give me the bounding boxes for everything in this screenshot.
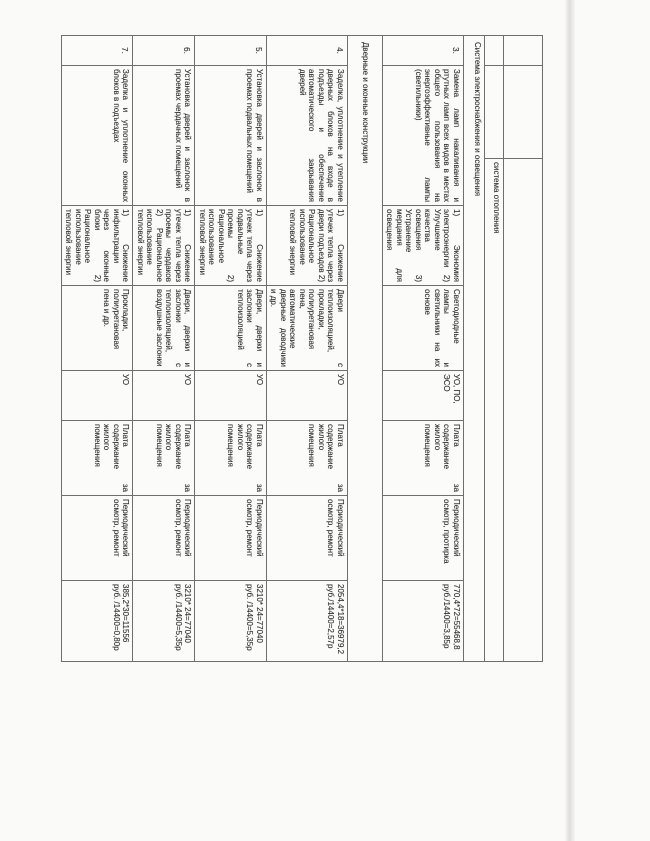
row-number: 3. bbox=[383, 36, 463, 66]
table-row-3: 3. Замена ламп накаливания и ртутных лам… bbox=[382, 36, 463, 661]
cell-funding: Плата за содержание жилого помещения bbox=[133, 421, 195, 496]
cell-cost: 2054,4*18=36979,2 руб./14400=2,57р bbox=[326, 584, 346, 655]
cell-executor: УО bbox=[267, 371, 347, 421]
section-label-heating: система отопления bbox=[492, 162, 501, 234]
section-label-electric: Система электроснабжения и освещения bbox=[473, 42, 482, 197]
cell-service: Периодический осмотр, ремонт bbox=[267, 496, 347, 581]
table-row-7: 7. Заделка и уплотнение оконных блоков в… bbox=[62, 36, 133, 661]
table-row-continuation bbox=[503, 36, 542, 661]
table-row-4: 4. Заделка, уплотнение и утепление дверн… bbox=[266, 36, 347, 661]
cell-goal: 1) Экономия электроэнергии 2) Улучшение … bbox=[383, 206, 463, 286]
cell-measure: Заделка и уплотнение оконных блоков в по… bbox=[62, 66, 133, 206]
cell-empty bbox=[485, 36, 503, 66]
cell-equipment: Прокладки, полиуретановая пена и др. bbox=[62, 286, 133, 371]
cell-measure: Установка дверей и заслонок в проемах че… bbox=[133, 66, 195, 206]
cell-funding: Плата за содержание жилого помещения bbox=[267, 421, 347, 496]
measures-table: система отопления Система электроснабжен… bbox=[61, 35, 543, 662]
table-row-5: 5. Установка дверей и заслонок в проемах… bbox=[194, 36, 266, 661]
table-row-6: 6. Установка дверей и заслонок в проемах… bbox=[132, 36, 195, 661]
cell-cost: 770,4*72=55468,8 руб./14400=3,85р bbox=[442, 584, 462, 650]
cell-empty bbox=[485, 66, 503, 159]
table-row-section-doors: Дверные и оконные конструкции bbox=[347, 36, 382, 661]
cell-service: Периодический осмотр, ремонт bbox=[195, 496, 266, 581]
cell-service: Периодический осмотр, ремонт bbox=[133, 496, 195, 581]
cell-empty bbox=[504, 159, 542, 661]
row-number: 6. bbox=[133, 36, 195, 66]
cell-executor: УО, ПО, ЭСО bbox=[383, 371, 463, 421]
cell-equipment: Двери с теплоизоляцией, прокладки, полиу… bbox=[267, 286, 347, 371]
cell-funding: Плата за содержание жилого помещения bbox=[62, 421, 133, 496]
row-number: 4. bbox=[267, 36, 347, 66]
row-number: 7. bbox=[62, 36, 133, 66]
cell-equipment: Двери, дверки и заслонки с теплоизоляцие… bbox=[195, 286, 266, 371]
cell-cost: 385,2*30=11556 руб. /14400=0,80р bbox=[112, 584, 131, 651]
cell-cost: 3210* 24=77040 руб. /14400=5,35р bbox=[245, 584, 265, 651]
cell-goal: 1) Снижение утечек тепла через проемы че… bbox=[133, 206, 195, 286]
cell-executor: УО bbox=[195, 371, 266, 421]
table-row-section-heating: система отопления bbox=[484, 36, 503, 661]
cell-measure: Замена ламп накаливания и ртутных ламп в… bbox=[383, 66, 463, 206]
cell-funding: Плата за содержание жилого помещения bbox=[383, 421, 463, 496]
cell-service: Периодический осмотр, ремонт bbox=[62, 496, 133, 581]
cell-executor: УО bbox=[62, 371, 133, 421]
cell-executor: УО bbox=[133, 371, 195, 421]
cell-goal: 1) Снижение утечек тепла через двери под… bbox=[267, 206, 347, 286]
section-label-doors: Дверные и оконные конструкции bbox=[360, 42, 370, 164]
cell-measure: Установка дверей и заслонок в проемах по… bbox=[195, 66, 266, 206]
row-number: 5. bbox=[195, 36, 266, 66]
cell-empty bbox=[504, 36, 542, 66]
cell-measure: Заделка, уплотнение и утепление дверных … bbox=[267, 66, 347, 206]
cell-goal: 1) Снижение инфильтрации через оконные б… bbox=[62, 206, 133, 286]
cell-empty bbox=[504, 66, 542, 159]
cell-cost: 3210* 24=77040 руб. /14400=5,35р bbox=[174, 584, 193, 651]
cell-funding: Плата за содержание жилого помещения bbox=[195, 421, 266, 496]
cell-goal: 1) Снижение утечек тепла через подвальны… bbox=[195, 206, 266, 286]
page-edge-shadow bbox=[565, 0, 575, 841]
cell-equipment: Светодиодные лампы и светильники на их о… bbox=[383, 286, 463, 371]
cell-service: Периодический осмотр, протирка bbox=[383, 496, 463, 581]
cell-equipment: Двери, дверки и заслонки с теплоизоляцие… bbox=[133, 286, 195, 371]
table-row-section-electric: Система электроснабжения и освещения bbox=[463, 36, 484, 661]
